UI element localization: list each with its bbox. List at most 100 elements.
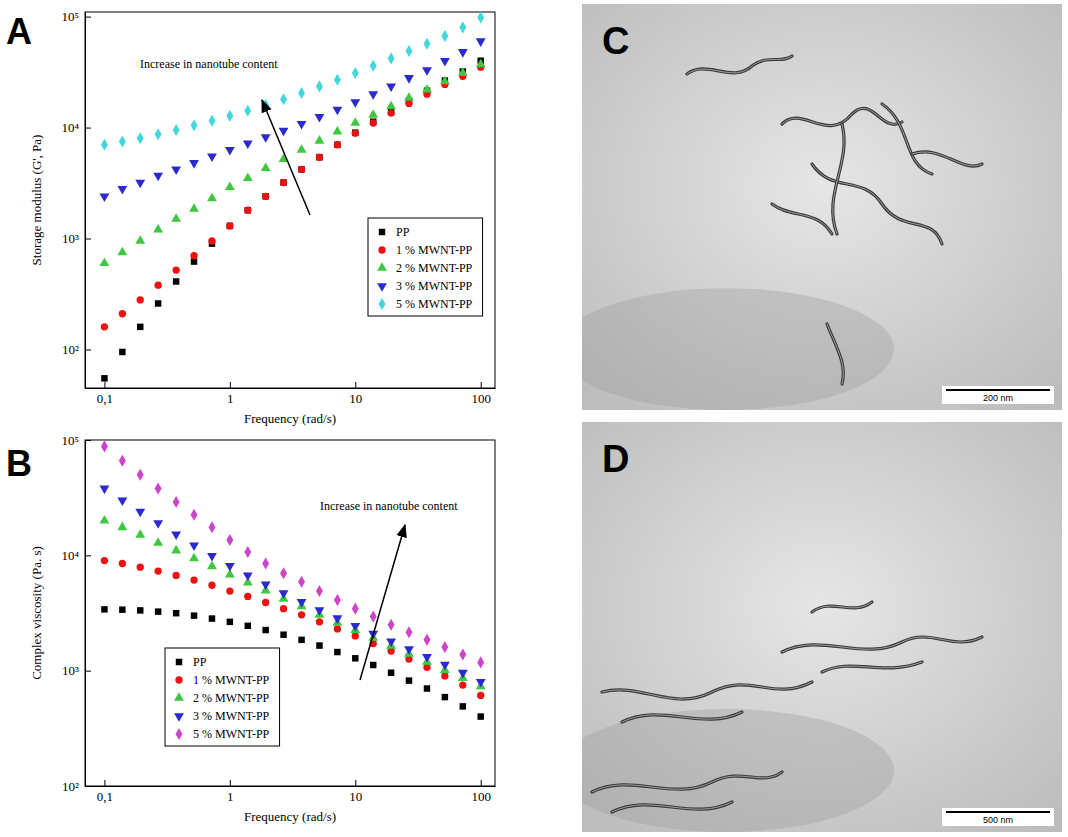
tick: 10⁵ — [61, 433, 91, 448]
tick-label: 100 — [471, 391, 491, 406]
point — [135, 180, 145, 189]
point — [119, 310, 126, 317]
point — [245, 207, 251, 213]
nanotube-core — [782, 637, 982, 652]
point — [135, 235, 145, 244]
tick-mark — [230, 382, 231, 388]
tick: 0,1 — [97, 780, 113, 804]
point — [189, 203, 199, 212]
point — [352, 632, 359, 639]
panel-label: C — [602, 20, 629, 62]
annotation-arrow — [360, 525, 405, 680]
series — [101, 64, 485, 331]
point — [406, 677, 412, 683]
series — [101, 557, 485, 699]
point — [298, 637, 304, 643]
scale-bar-label: 200 nm — [983, 393, 1013, 403]
point — [368, 109, 378, 118]
panel-label: A — [6, 11, 32, 52]
point — [388, 619, 395, 631]
point — [101, 557, 108, 564]
point — [297, 121, 307, 130]
point — [225, 147, 235, 156]
point — [190, 252, 197, 259]
point — [441, 672, 448, 679]
annotation: Increase in nanotube content — [320, 499, 458, 513]
point — [316, 80, 323, 92]
tick-mark — [104, 780, 105, 786]
point — [207, 553, 217, 562]
point — [225, 182, 235, 191]
tick-mark — [85, 440, 91, 441]
tick-label: 10 — [349, 789, 362, 804]
nanotube-core — [602, 682, 812, 699]
tick: 0,1 — [97, 382, 113, 406]
point — [459, 649, 466, 661]
point — [316, 154, 322, 160]
point — [262, 557, 269, 569]
axis-line — [85, 13, 86, 389]
point — [262, 193, 269, 200]
point — [368, 91, 378, 100]
series — [101, 12, 484, 151]
point — [477, 692, 484, 699]
point — [405, 100, 412, 107]
nanotube-core — [772, 204, 832, 234]
axis-line — [86, 786, 496, 787]
point — [173, 278, 179, 284]
tick: 100 — [471, 382, 491, 406]
point — [315, 607, 325, 616]
point — [101, 139, 108, 151]
point — [477, 713, 483, 719]
nanotube — [812, 602, 872, 612]
point — [171, 545, 181, 554]
point — [388, 669, 394, 675]
point — [243, 172, 253, 181]
tick: 10³ — [62, 663, 91, 678]
point — [386, 84, 396, 93]
tick-label: 10⁵ — [61, 9, 79, 24]
point — [153, 173, 163, 182]
point — [279, 128, 289, 137]
micrograph-shade — [582, 288, 894, 410]
point — [297, 144, 307, 153]
point — [477, 656, 484, 668]
point — [279, 590, 289, 599]
tick-label: 100 — [471, 789, 491, 804]
plot-frame — [85, 12, 495, 388]
point — [189, 160, 199, 169]
micrograph-shade — [582, 709, 894, 832]
tick-label: 10⁴ — [61, 120, 79, 135]
legend-marker — [176, 728, 183, 740]
point — [101, 440, 108, 452]
legend-label: PP — [193, 655, 207, 669]
tick: 10 — [349, 780, 362, 804]
point — [370, 60, 377, 72]
point — [189, 543, 199, 552]
point — [386, 638, 396, 647]
point — [440, 662, 450, 671]
point — [100, 515, 110, 524]
tick: 10 — [349, 382, 362, 406]
data-points — [100, 440, 486, 719]
tick: 10² — [62, 779, 91, 794]
point — [334, 141, 341, 148]
tick-mark — [85, 17, 91, 18]
annotation-arrow — [262, 100, 310, 215]
point — [207, 193, 217, 202]
nanotube — [822, 662, 922, 672]
point — [424, 634, 431, 646]
point — [137, 296, 144, 303]
point — [101, 606, 107, 612]
point — [298, 166, 304, 172]
tick-mark — [230, 780, 231, 786]
tick-label: 10³ — [62, 231, 79, 246]
legend-marker — [379, 298, 386, 310]
point — [244, 546, 251, 558]
legend-label: 2 % MWNT-PP — [193, 691, 270, 705]
point — [280, 631, 286, 637]
point — [191, 612, 197, 618]
point — [225, 563, 235, 572]
point — [459, 21, 466, 33]
point — [298, 611, 305, 618]
